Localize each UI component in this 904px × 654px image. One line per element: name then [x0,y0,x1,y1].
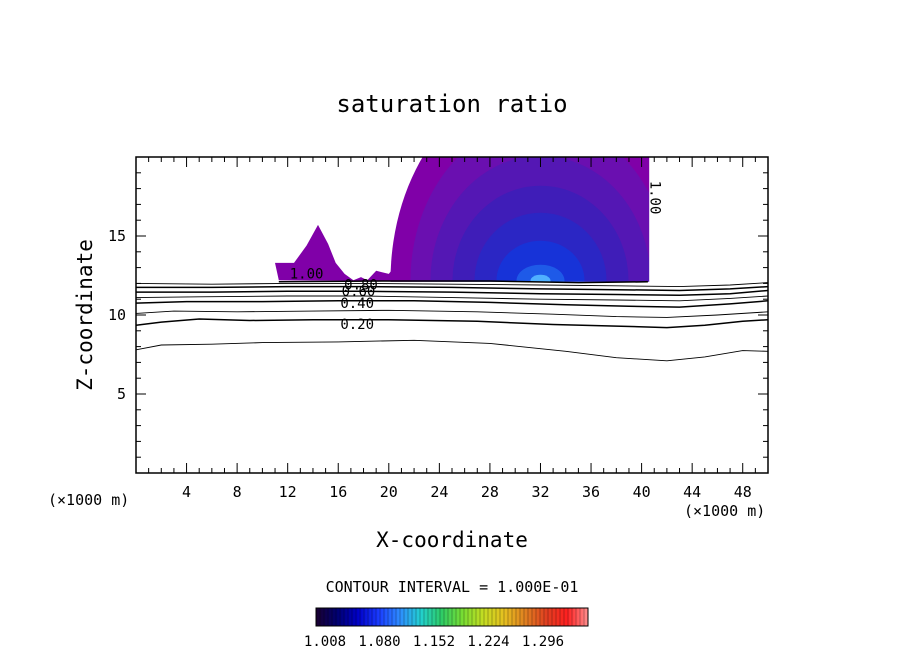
contour-lines [136,280,768,362]
x-tick-label-40: 40 [633,483,651,501]
contour-line-3 [136,300,768,308]
colorbar-label-0: 1.008 [304,634,346,650]
x-tick-label-12: 12 [279,483,297,501]
x-unit-left: (×1000 m) [48,491,129,509]
colorbar-labels: 1.008 1.080 1.152 1.224 1.296 [304,634,564,650]
contour-line-6 [136,285,768,292]
contour-line-2 [136,309,768,318]
colorbar-fill [315,607,589,627]
contour-line-7 [136,282,768,288]
contour-labels: 0.20 0.400.600.80 1.00 1.00 [290,181,663,334]
colorbar-ticks [319,608,585,626]
x-unit-right: (×1000 m) [684,502,765,520]
colorbar-label-3: 1.224 [467,634,509,650]
x-tick-label-32: 32 [531,483,549,501]
x-tick-label-8: 8 [233,483,242,501]
colorbar-label-4: 1.296 [522,634,564,650]
axis-ticks [136,157,768,473]
y-tick-label-15: 15 [108,227,126,245]
x-axis-title: X-coordinate [376,528,528,552]
y-tick-labels: 5 10 15 [108,227,126,403]
chart-title: saturation ratio [336,90,567,118]
contour-line-4 [136,295,768,302]
x-tick-label-48: 48 [734,483,752,501]
y-axis-title: Z-coordinate [73,239,97,391]
contour-label-5: 0.60 [342,284,376,300]
contour-label-8: 1.00 [290,267,324,283]
y-tick-label-5: 5 [117,385,126,403]
x-tick-label-28: 28 [481,483,499,501]
x-tick-label-44: 44 [683,483,701,501]
contour-line-8 [278,280,648,284]
x-tick-label-20: 20 [380,483,398,501]
contour-label-3: 0.40 [340,296,374,312]
contour-label-0: 0.20 [340,317,374,333]
contour-line-5 [136,289,768,297]
x-tick-label-4: 4 [182,483,191,501]
contour-interval-text: CONTOUR INTERVAL = 1.000E-01 [326,578,579,596]
x-tick-labels: 4 8 12 16 20 24 28 32 36 40 44 48 [182,483,752,501]
x-tick-label-36: 36 [582,483,600,501]
contour-line-1 [136,339,768,362]
contour-label-6: 0.80 [344,278,378,294]
contour-label-right: 1.00 [646,181,662,215]
colorbar [315,607,589,627]
colorbar-label-2: 1.152 [413,634,455,650]
x-tick-label-16: 16 [329,483,347,501]
contour-line-0 [136,318,768,329]
colorbar-label-1: 1.080 [358,634,400,650]
y-tick-label-10: 10 [108,306,126,324]
x-tick-label-24: 24 [430,483,448,501]
